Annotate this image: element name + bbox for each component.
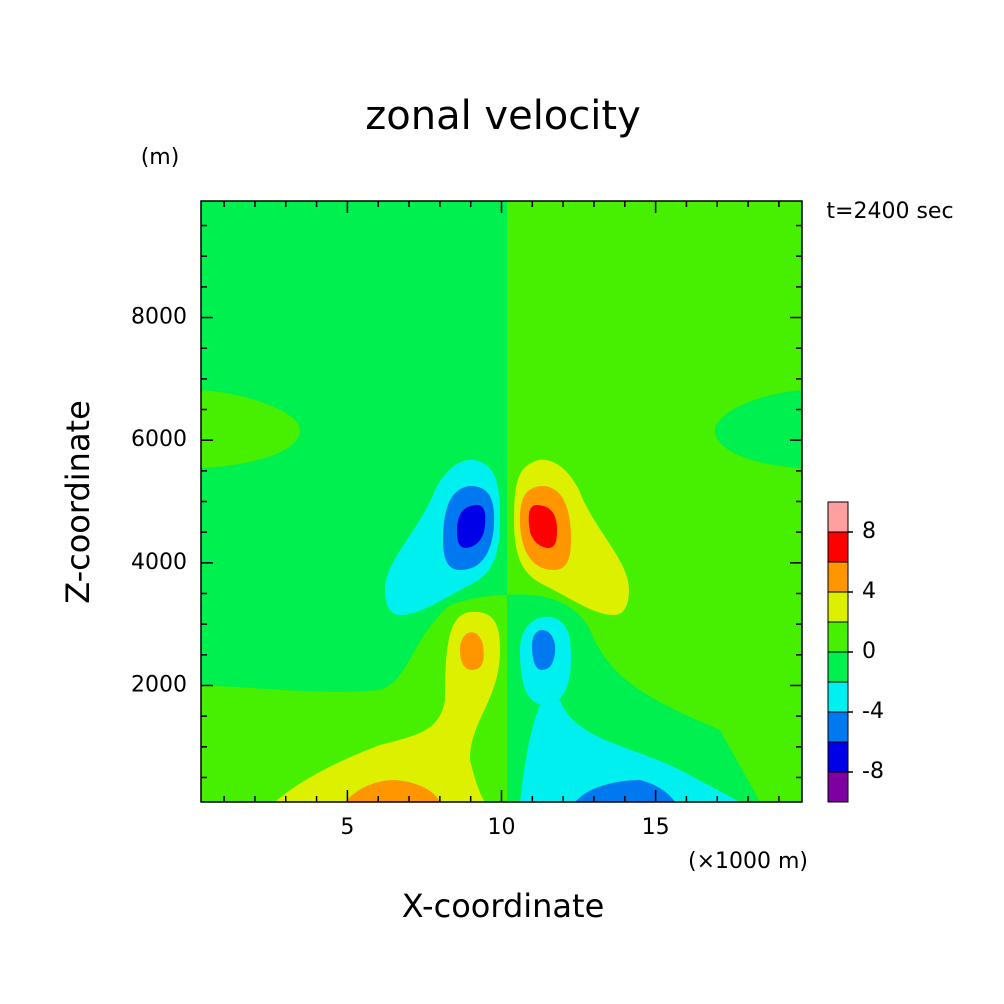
contour-region — [528, 505, 557, 548]
x-axis-label: X-coordinate — [402, 887, 605, 925]
colorbar-band — [827, 621, 849, 653]
contour-region — [345, 780, 440, 802]
y-tick-label: 2000 — [131, 672, 187, 697]
y-axis-label: Z-coordinate — [59, 400, 97, 604]
y-unit: (m) — [141, 145, 180, 170]
contour-region — [275, 611, 500, 802]
contour-region — [575, 780, 675, 802]
colorbar-band — [827, 591, 849, 623]
chart-title: zonal velocity — [365, 93, 641, 139]
x-tick-label: 5 — [340, 815, 354, 840]
contour-region — [532, 630, 556, 670]
colorbar-band — [827, 501, 849, 533]
colorbar-band — [827, 681, 849, 713]
colorbar-tick-label: 8 — [862, 519, 876, 544]
colorbar-tick-label: -8 — [862, 759, 884, 784]
y-tick-label: 4000 — [131, 550, 187, 575]
contour-region — [520, 700, 740, 802]
y-tick-label: 6000 — [131, 427, 187, 452]
colorbar-band — [827, 741, 849, 773]
x-tick-label: 10 — [488, 815, 516, 840]
contour-region — [201, 390, 300, 468]
annotation: t=2400 sec — [826, 199, 953, 224]
x-tick-label: 15 — [642, 815, 670, 840]
colorbar-band — [827, 771, 849, 803]
colorbar-tick-label: 4 — [862, 579, 876, 604]
colorbar-tick-label: -4 — [862, 699, 884, 724]
x-unit: (×1000 m) — [688, 849, 808, 874]
contour-region — [457, 505, 486, 548]
colorbar-band — [827, 711, 849, 743]
colorbar-tick-label: 0 — [862, 639, 876, 664]
colorbar-band — [827, 561, 849, 593]
contour-region — [715, 390, 802, 468]
colorbar-band — [827, 651, 849, 683]
contour-region — [460, 632, 484, 670]
colorbar-band — [827, 531, 849, 563]
y-tick-label: 8000 — [131, 305, 187, 330]
